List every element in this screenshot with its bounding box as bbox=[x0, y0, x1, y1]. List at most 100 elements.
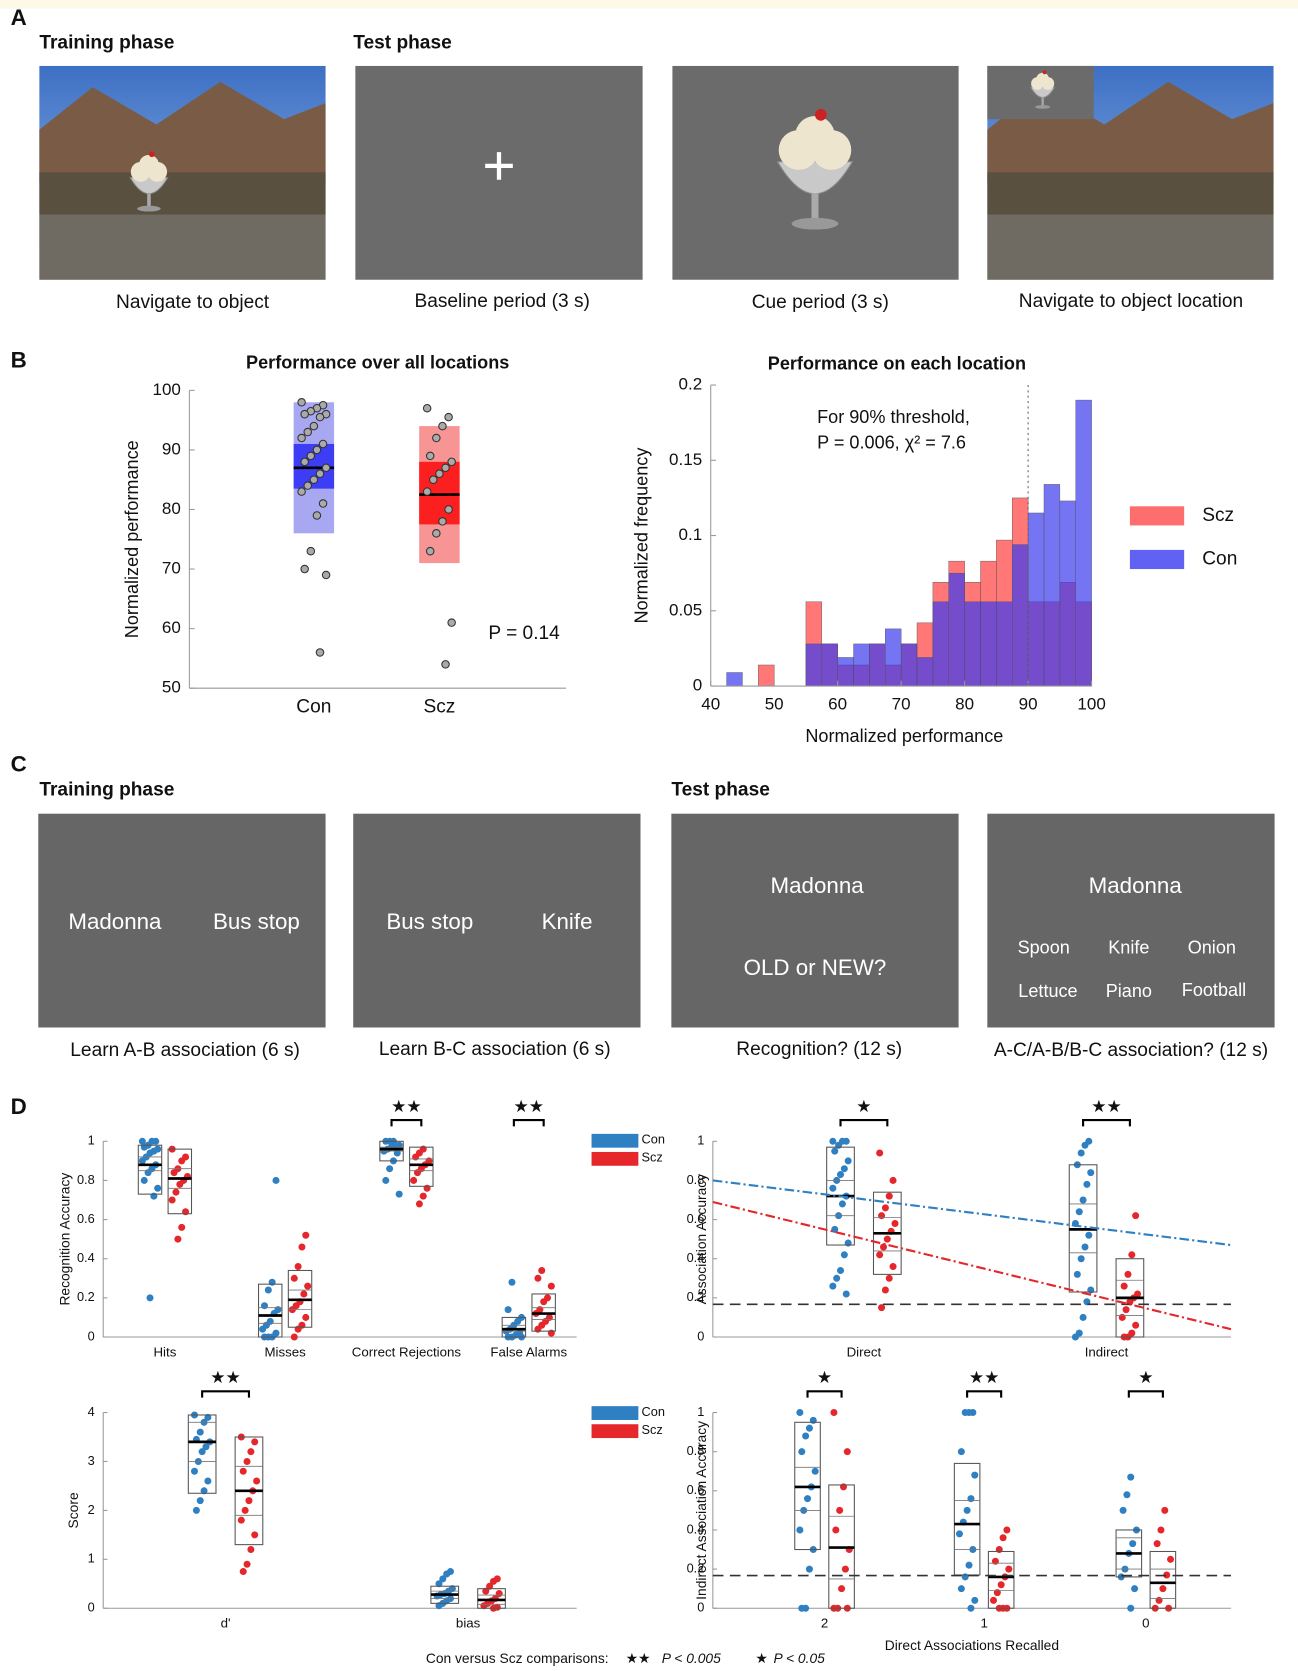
point bbox=[993, 1589, 1001, 1597]
point bbox=[290, 1274, 298, 1282]
significance-stars: ★ bbox=[856, 1097, 871, 1116]
panel-a-images bbox=[39, 65, 1274, 280]
point bbox=[297, 433, 306, 443]
x-tick-label: d' bbox=[221, 1616, 231, 1631]
y-tick-label: 0 bbox=[88, 1328, 95, 1343]
point bbox=[429, 475, 438, 484]
foot bbox=[1035, 105, 1051, 109]
y-tick-label: 1 bbox=[697, 1404, 704, 1419]
point bbox=[1128, 1251, 1136, 1259]
point bbox=[247, 1448, 255, 1456]
significance-stars: ★★ bbox=[1091, 1097, 1122, 1116]
screen-word: Onion bbox=[1188, 938, 1236, 958]
mountains bbox=[39, 81, 326, 183]
y-tick-label: 70 bbox=[162, 559, 181, 578]
point bbox=[999, 1534, 1007, 1542]
hist-bar bbox=[837, 657, 854, 687]
point bbox=[444, 412, 453, 422]
chart-title: Performance on each location bbox=[768, 354, 1026, 374]
hist-bar bbox=[996, 601, 1013, 687]
point bbox=[198, 1448, 206, 1456]
point bbox=[878, 1304, 886, 1312]
point bbox=[300, 564, 309, 574]
x-tick-label: Con bbox=[296, 696, 331, 717]
point bbox=[971, 1596, 979, 1604]
point bbox=[1073, 1270, 1081, 1278]
point bbox=[508, 1278, 516, 1286]
box bbox=[477, 1588, 506, 1609]
x-tick-label: 50 bbox=[765, 695, 784, 714]
x-tick-label: 90 bbox=[1019, 695, 1038, 714]
point bbox=[302, 1313, 310, 1321]
significance-bracket bbox=[806, 1390, 843, 1398]
screen-word: Madonna bbox=[771, 873, 865, 898]
point bbox=[486, 1582, 494, 1590]
point bbox=[447, 618, 456, 627]
y-tick-label: 0.15 bbox=[669, 450, 702, 469]
y-tick-label: 0.4 bbox=[687, 1521, 705, 1536]
hist-bar bbox=[1012, 544, 1029, 687]
top-band bbox=[0, 0, 1298, 9]
y-tick-label: 0.8 bbox=[687, 1443, 705, 1458]
y-tick-label: 0 bbox=[697, 1328, 704, 1343]
box bbox=[137, 1144, 163, 1195]
screen-word: Football bbox=[1182, 980, 1246, 1000]
caption: Navigate to object location bbox=[1019, 291, 1243, 312]
y-axis-label: Association Accuracy bbox=[693, 1174, 709, 1305]
point bbox=[154, 1184, 162, 1192]
point bbox=[204, 1477, 212, 1485]
box bbox=[167, 1148, 193, 1215]
point bbox=[264, 1286, 272, 1294]
point bbox=[303, 427, 312, 437]
point bbox=[435, 469, 444, 479]
footer-text: P < 0.005 bbox=[662, 1650, 721, 1666]
point bbox=[832, 1526, 840, 1534]
point bbox=[196, 1497, 204, 1505]
point bbox=[443, 1570, 451, 1578]
legend-swatch bbox=[1129, 549, 1185, 570]
significance-bracket bbox=[1127, 1390, 1164, 1398]
point bbox=[393, 1149, 401, 1157]
y-axis-label: Indirect Association Accuracy bbox=[693, 1421, 709, 1600]
x-axis-label: Direct Associations Recalled bbox=[885, 1637, 1059, 1653]
point bbox=[1124, 1270, 1132, 1278]
point bbox=[315, 469, 325, 479]
point bbox=[540, 1298, 548, 1306]
point bbox=[422, 403, 432, 413]
point bbox=[891, 1219, 899, 1228]
point bbox=[239, 1467, 247, 1475]
trend-line bbox=[712, 1200, 1232, 1331]
point bbox=[309, 475, 319, 484]
point bbox=[538, 1266, 546, 1274]
box bbox=[409, 1146, 434, 1187]
footer-stars: ★★ bbox=[626, 1650, 651, 1666]
x-tick-label: 100 bbox=[1077, 695, 1105, 714]
legend-swatch bbox=[591, 1133, 639, 1148]
panel-label: D bbox=[11, 1094, 27, 1119]
y-tick-label: 0.2 bbox=[687, 1289, 705, 1304]
point bbox=[306, 546, 316, 556]
point bbox=[321, 463, 331, 473]
point bbox=[876, 1251, 884, 1259]
point bbox=[1081, 1141, 1089, 1149]
point bbox=[802, 1432, 810, 1440]
point bbox=[957, 1448, 965, 1456]
cherry bbox=[1042, 70, 1047, 75]
scoop bbox=[1036, 72, 1049, 86]
point bbox=[425, 451, 435, 461]
y-tick-label: 0.2 bbox=[77, 1289, 95, 1304]
point bbox=[297, 487, 306, 496]
point bbox=[300, 457, 309, 467]
point bbox=[438, 517, 447, 526]
panel-label: B bbox=[11, 348, 27, 373]
point bbox=[168, 1196, 176, 1204]
box bbox=[258, 1283, 283, 1338]
point bbox=[829, 1184, 837, 1192]
phase-header: Test phase bbox=[353, 33, 452, 54]
caption: Recognition? (12 s) bbox=[736, 1039, 902, 1060]
caption: Cue period (3 s) bbox=[752, 292, 889, 313]
point bbox=[842, 1290, 850, 1298]
annotation: For 90% threshold, bbox=[817, 407, 970, 427]
scoop bbox=[795, 116, 835, 156]
